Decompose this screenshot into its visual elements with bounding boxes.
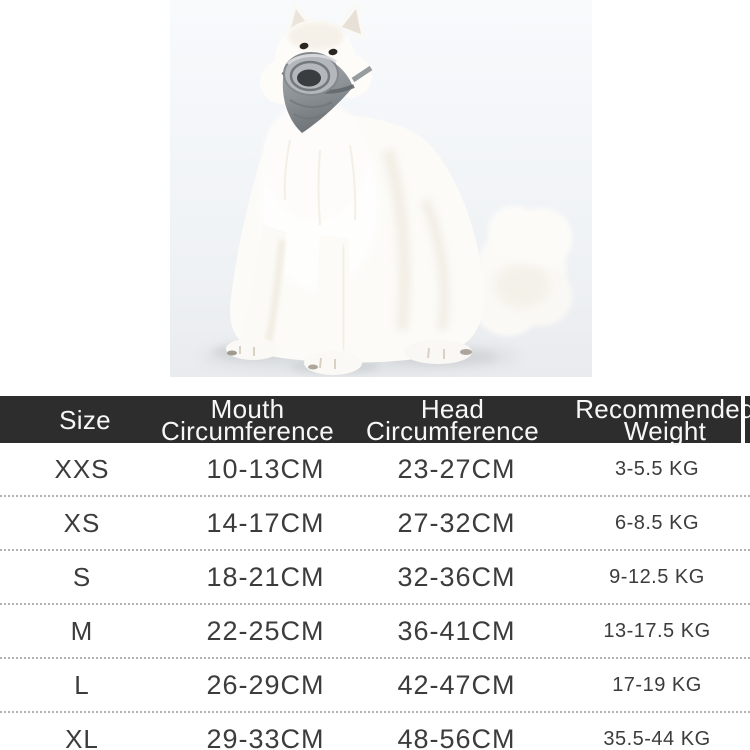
table-row: M 22-25CM 36-41CM 13-17.5 KG: [0, 605, 750, 659]
column-header-recommended-weight: Recommended Weight: [575, 396, 750, 446]
head-circumference-cell: 32-36CM: [397, 561, 516, 592]
header-line: Weight: [623, 415, 707, 446]
size-cell: S: [72, 561, 92, 592]
mouth-circumference-cell: 10-13CM: [206, 453, 325, 484]
product-photo: [170, 0, 592, 377]
muzzle-nose-opening: [297, 69, 321, 87]
header-line: Circumference: [161, 415, 334, 446]
size-chart-rows: XXS 10-13CM 23-27CM 3-5.5 KG XS 14-17CM …: [0, 443, 750, 750]
muzzle-strap: [351, 65, 373, 83]
size-cell: XS: [63, 507, 101, 538]
weight-cell: 13-17.5 KG: [603, 619, 711, 642]
column-header-size: Size: [0, 396, 170, 443]
weight-cell: 17-19 KG: [612, 673, 702, 696]
size-chart: Size Mouth Circumference Head Circumfere…: [0, 396, 750, 750]
weight-cell: 6-8.5 KG: [614, 511, 700, 534]
mouth-circumference-cell: 22-25CM: [206, 615, 325, 646]
header-line: Head: [420, 393, 485, 424]
column-header-mouth-circumference: Mouth Circumference: [161, 393, 334, 444]
dog-with-muzzle-illustration: [170, 0, 592, 377]
dog-right-eye: [328, 48, 338, 56]
size-cell: M: [70, 615, 94, 646]
dog-left-eye: [299, 42, 309, 50]
head-circumference-cell: 23-27CM: [397, 453, 516, 484]
header-line: Mouth: [210, 393, 285, 424]
fur-strokes: [283, 139, 357, 226]
header-line: Circumference: [366, 415, 539, 446]
head-circumference-cell: 42-47CM: [397, 669, 516, 700]
dog-front-legs: [226, 225, 362, 375]
head-circumference-cell: 36-41CM: [397, 615, 516, 646]
mouth-circumference-cell: 29-33CM: [206, 723, 325, 750]
weight-cell: 35.5-44 KG: [603, 727, 711, 750]
size-cell: XXS: [54, 453, 110, 484]
mouth-circumference-cell: 26-29CM: [206, 669, 325, 700]
dog-tail: [472, 206, 572, 336]
mouth-circumference-cell: 18-21CM: [206, 561, 325, 592]
dog-muzzle: [281, 52, 373, 133]
size-cell: XL: [65, 723, 99, 750]
mouth-circumference-cell: 14-17CM: [206, 507, 325, 538]
header-line: Recommended: [575, 393, 750, 424]
table-row: XXS 10-13CM 23-27CM 3-5.5 KG: [0, 443, 750, 497]
head-circumference-cell: 27-32CM: [397, 507, 516, 538]
weight-cell: 9-12.5 KG: [609, 565, 705, 588]
table-row: S 18-21CM 32-36CM 9-12.5 KG: [0, 551, 750, 605]
head-circumference-cell: 48-56CM: [397, 723, 516, 750]
dog-neck-fluff: [263, 100, 367, 220]
table-row: L 26-29CM 42-47CM 17-19 KG: [0, 659, 750, 713]
header-line: Size: [59, 404, 111, 435]
table-row: XL 29-33CM 48-56CM 35.5-44 KG: [0, 713, 750, 750]
table-row: XS 14-17CM 27-32CM 6-8.5 KG: [0, 497, 750, 551]
size-chart-header: Size Mouth Circumference Head Circumfere…: [0, 393, 750, 446]
column-header-head-circumference: Head Circumference: [325, 393, 580, 446]
weight-cell: 3-5.5 KG: [614, 457, 700, 480]
dog-rear-paw: [404, 340, 472, 364]
header-crop-line: [741, 396, 745, 443]
size-cell: L: [74, 669, 90, 700]
